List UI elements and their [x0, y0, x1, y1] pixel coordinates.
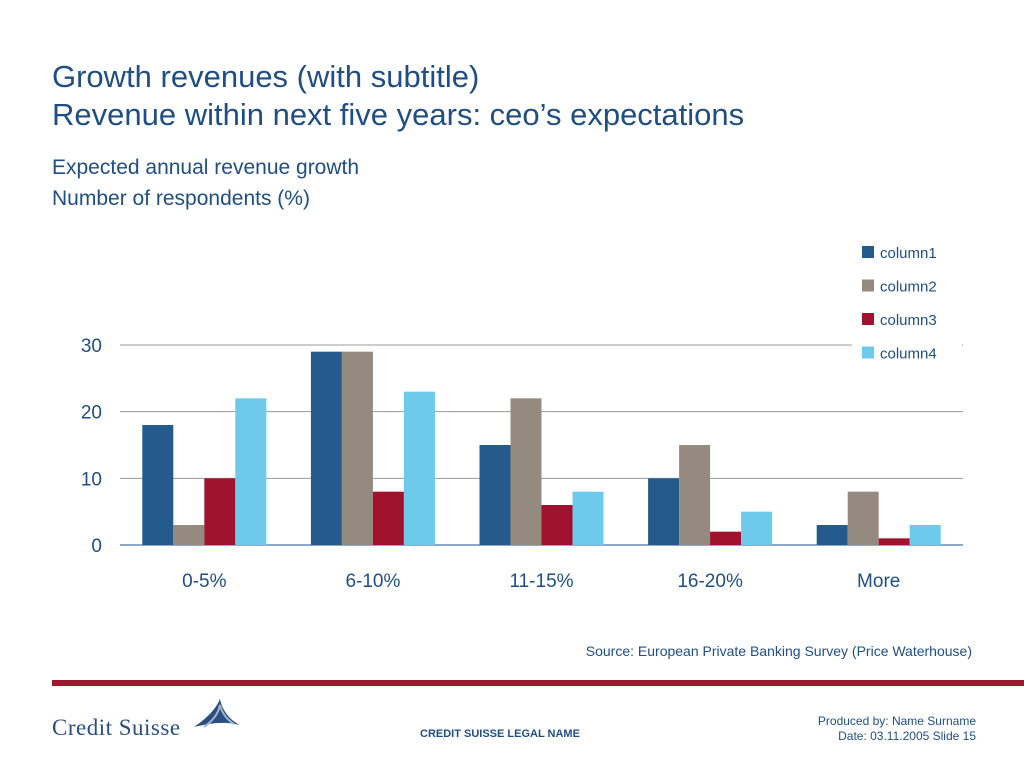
bar-column1-1 — [310, 351, 342, 545]
legend-background — [852, 238, 962, 366]
legend-label-column1: column1 — [880, 245, 937, 262]
date-slide: Date: 03.11.2005 Slide 15 — [838, 729, 976, 743]
slide-title: Growth revenues (with subtitle) Revenue … — [52, 58, 744, 134]
credit-suisse-logo: Credit Suisse — [52, 697, 242, 747]
legend-label-column4: column4 — [880, 346, 937, 363]
bar-column3-4 — [878, 538, 910, 545]
bar-column4-2 — [572, 491, 604, 545]
bar-column3-1 — [372, 491, 404, 545]
source-note: Source: European Private Banking Survey … — [585, 643, 972, 659]
legend-label-column2: column2 — [880, 279, 937, 296]
bar-column2-0 — [173, 525, 205, 545]
bar-column1-3 — [648, 478, 680, 545]
y-tick-label: 20 — [81, 403, 102, 424]
bar-column3-3 — [710, 531, 742, 545]
bar-column2-1 — [341, 351, 373, 545]
legal-name: CREDIT SUISSE LEGAL NAME — [420, 728, 580, 740]
bar-column2-3 — [679, 445, 711, 545]
logo-wordmark: Credit Suisse — [52, 715, 181, 740]
subtitle-line-1: Expected annual revenue growth — [52, 156, 360, 179]
legend-swatch-column4 — [862, 346, 874, 359]
bar-column1-2 — [479, 445, 511, 545]
y-tick-label: 10 — [81, 469, 102, 490]
x-tick-label: 16-20% — [677, 571, 743, 592]
legend-swatch-column1 — [862, 246, 874, 258]
bar-column2-4 — [847, 491, 879, 545]
title-line-1: Growth revenues (with subtitle) — [52, 59, 480, 94]
bar-column4-4 — [909, 525, 941, 545]
footer-divider — [52, 680, 1024, 686]
subtitle-line-2: Number of respondents (%) — [52, 187, 310, 210]
bar-column4-3 — [741, 511, 773, 545]
legend-label-column3: column3 — [880, 312, 937, 329]
y-tick-label: 30 — [81, 336, 102, 357]
chart-subtitle: Expected annual revenue growth Number of… — [52, 152, 359, 214]
produced-by: Produced by: Name Surname — [817, 714, 976, 728]
bar-column1-0 — [142, 425, 174, 545]
bar-chart: 0 10 20 30 0-5% 6-10% 11-15% 16-20% More column1 c… — [80, 238, 963, 592]
title-line-2: Revenue within next five years: ceo’s ex… — [52, 97, 745, 132]
legend-swatch-column2 — [862, 279, 874, 292]
x-tick-label: 0-5% — [182, 571, 226, 592]
x-tick-label: 11-15% — [509, 571, 573, 592]
y-tick-label: 0 — [91, 536, 102, 557]
bar-column1-4 — [816, 525, 848, 545]
x-tick-label: 6-10% — [345, 571, 400, 592]
bar-column4-0 — [235, 398, 267, 545]
bar-column3-0 — [204, 478, 236, 545]
bar-column4-1 — [403, 391, 435, 545]
x-tick-label: More — [857, 571, 900, 592]
bar-column3-2 — [541, 505, 573, 545]
legend-swatch-column3 — [862, 313, 874, 325]
sail-icon — [194, 699, 240, 728]
bar-column2-2 — [510, 398, 542, 545]
slide-meta: Produced by: Name Surname Date: 03.11.20… — [818, 714, 976, 744]
